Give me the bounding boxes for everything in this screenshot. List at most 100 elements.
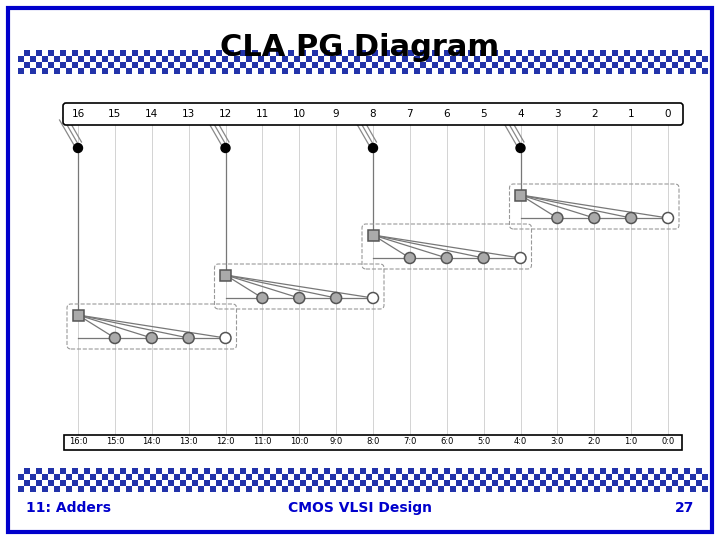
Bar (660, 62, 666, 68)
Bar (696, 56, 702, 62)
Bar (354, 474, 360, 480)
Bar (486, 50, 492, 56)
Bar (24, 480, 30, 486)
Bar (300, 480, 306, 486)
Bar (72, 68, 78, 74)
Bar (486, 486, 492, 492)
Bar (186, 50, 192, 56)
Bar (558, 486, 564, 492)
Bar (294, 474, 300, 480)
Bar (510, 474, 516, 480)
Text: CLA PG Diagram: CLA PG Diagram (220, 33, 500, 63)
Bar (66, 474, 72, 480)
Text: 4: 4 (517, 109, 524, 119)
Bar (150, 56, 156, 62)
Bar (690, 56, 696, 62)
Bar (504, 50, 510, 56)
Bar (234, 468, 240, 474)
Bar (192, 486, 198, 492)
Bar (504, 68, 510, 74)
Bar (270, 480, 276, 486)
Bar (450, 68, 456, 74)
Bar (150, 486, 156, 492)
Bar (384, 474, 390, 480)
Bar (330, 68, 336, 74)
Bar (432, 480, 438, 486)
Bar (570, 62, 576, 68)
Bar (36, 486, 42, 492)
Circle shape (516, 144, 525, 152)
Bar (570, 480, 576, 486)
Text: 16:0: 16:0 (68, 437, 87, 447)
Bar (234, 50, 240, 56)
Bar (354, 468, 360, 474)
Bar (108, 56, 114, 62)
Bar (600, 468, 606, 474)
Bar (180, 50, 186, 56)
Bar (240, 474, 246, 480)
Bar (258, 56, 264, 62)
Bar (36, 62, 42, 68)
Bar (546, 480, 552, 486)
Bar (288, 486, 294, 492)
Bar (270, 62, 276, 68)
Bar (192, 68, 198, 74)
Bar (636, 68, 642, 74)
Bar (366, 50, 372, 56)
Bar (444, 474, 450, 480)
Bar (246, 56, 252, 62)
Bar (678, 480, 684, 486)
Bar (450, 50, 456, 56)
Bar (66, 468, 72, 474)
Bar (150, 480, 156, 486)
Bar (588, 480, 594, 486)
Bar (468, 468, 474, 474)
Bar (156, 468, 162, 474)
Bar (678, 68, 684, 74)
Bar (624, 480, 630, 486)
Text: 2: 2 (591, 109, 598, 119)
Bar (126, 486, 132, 492)
Bar (234, 486, 240, 492)
Bar (456, 474, 462, 480)
Bar (522, 480, 528, 486)
Bar (342, 468, 348, 474)
Bar (64, 435, 682, 449)
Bar (516, 68, 522, 74)
Bar (456, 50, 462, 56)
Bar (444, 62, 450, 68)
Bar (210, 56, 216, 62)
Bar (78, 474, 84, 480)
Bar (240, 480, 246, 486)
Bar (432, 56, 438, 62)
Bar (318, 56, 324, 62)
Bar (240, 486, 246, 492)
Bar (504, 474, 510, 480)
Bar (576, 468, 582, 474)
Bar (330, 50, 336, 56)
Bar (312, 468, 318, 474)
Bar (306, 480, 312, 486)
Bar (18, 486, 24, 492)
Circle shape (441, 253, 452, 264)
Bar (42, 468, 48, 474)
Bar (84, 480, 90, 486)
Bar (198, 50, 204, 56)
Bar (612, 486, 618, 492)
Bar (528, 486, 534, 492)
Bar (660, 474, 666, 480)
Bar (246, 62, 252, 68)
Bar (120, 68, 126, 74)
Bar (468, 50, 474, 56)
Bar (642, 474, 648, 480)
Bar (390, 486, 396, 492)
Bar (690, 480, 696, 486)
Bar (588, 474, 594, 480)
Bar (366, 486, 372, 492)
Bar (90, 480, 96, 486)
Bar (498, 474, 504, 480)
Bar (270, 474, 276, 480)
Bar (252, 68, 258, 74)
Bar (582, 62, 588, 68)
Bar (54, 468, 60, 474)
